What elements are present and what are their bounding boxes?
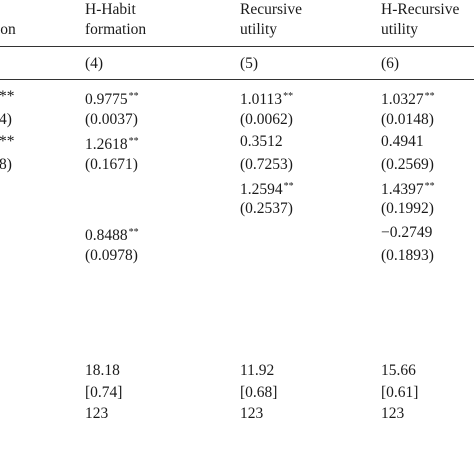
left-cell: 8): [0, 156, 12, 173]
footer-cell: 18.18: [85, 362, 120, 379]
column-header: utility: [240, 21, 278, 38]
cell-value: (0.7253): [240, 156, 293, 173]
significance: **: [128, 227, 139, 238]
footer-cell: [0.61]: [381, 384, 419, 401]
significance: **: [424, 91, 435, 102]
significance: **: [283, 181, 294, 192]
number-rule: [0, 79, 474, 80]
footer-cell: [0.74]: [85, 384, 123, 401]
cell-value: −0.2749: [381, 224, 433, 241]
cell-value: (0.0037): [85, 111, 138, 128]
cell-value: 1.4397**: [381, 181, 435, 198]
cell-value: 1.0327**: [381, 91, 435, 108]
footer-cell: 123: [381, 405, 405, 422]
column-number: (5): [240, 55, 259, 72]
column-header: H-Recursive: [381, 1, 460, 18]
cell-value: (0.2537): [240, 200, 293, 217]
column-number: (4): [85, 55, 104, 72]
footer-cell: 11.92: [240, 362, 275, 379]
cell-value: (0.1992): [381, 200, 434, 217]
cell-value: 0.8488**: [85, 227, 139, 244]
left-cell: **: [0, 133, 15, 150]
cell-value: 1.2594**: [240, 181, 294, 198]
column-header: formation: [85, 21, 147, 38]
footer-cell: 123: [85, 405, 109, 422]
significance: **: [424, 181, 435, 192]
cell-value: (0.1671): [85, 156, 138, 173]
cell-value: (0.2569): [381, 156, 434, 173]
column-header: utility: [381, 21, 419, 38]
cell-value: 0.4941: [381, 133, 424, 150]
cell-value: 0.3512: [240, 133, 283, 150]
significance: **: [128, 136, 139, 147]
footer-cell: 123: [240, 405, 264, 422]
column-header: Recursive: [240, 1, 302, 18]
left-header: ion: [0, 21, 16, 38]
footer-cell: [0.68]: [240, 384, 278, 401]
header-rule: [0, 46, 474, 47]
cell-value: 1.0113**: [240, 91, 294, 108]
column-header: H-Habit: [85, 1, 136, 18]
cell-value: 1.2618**: [85, 136, 139, 153]
significance: **: [128, 91, 139, 102]
left-cell: 4): [0, 111, 12, 128]
significance: **: [283, 91, 294, 102]
cell-value: (0.1893): [381, 247, 434, 264]
cell-value: 0.9775**: [85, 91, 139, 108]
cell-value: (0.0978): [85, 247, 138, 264]
footer-cell: 15.66: [381, 362, 416, 379]
column-number: (6): [381, 55, 400, 72]
cell-value: (0.0062): [240, 111, 293, 128]
left-cell: **: [0, 88, 15, 105]
cell-value: (0.0148): [381, 111, 434, 128]
